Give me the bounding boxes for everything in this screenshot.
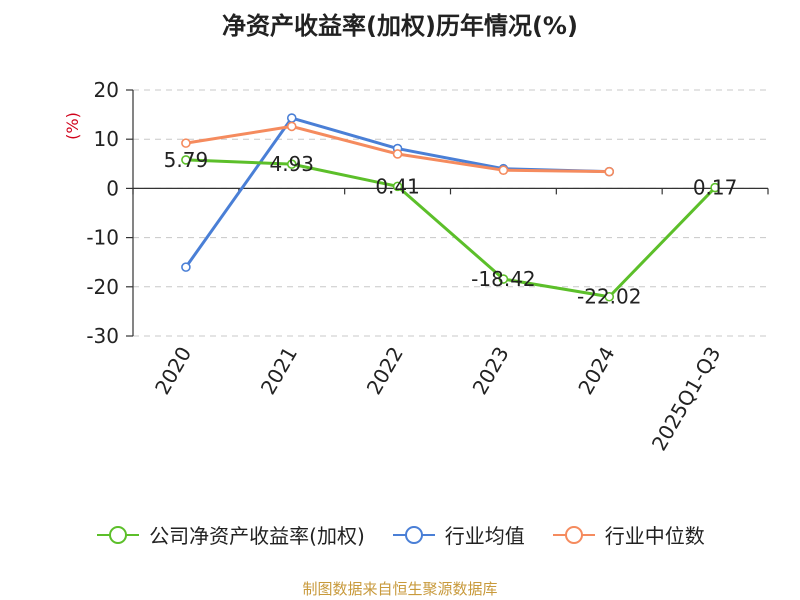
- x-tick-label: 2021: [256, 343, 302, 399]
- data-label: 0.17: [693, 176, 738, 200]
- data-label: 4.93: [269, 152, 314, 176]
- series-point-2: [604, 166, 615, 177]
- series-point-0: [181, 155, 191, 165]
- x-tick-label: 2022: [362, 343, 408, 399]
- y-tick-label: -20: [86, 275, 119, 299]
- series-point-0: [604, 291, 615, 302]
- legend-label-company: 公司净资产收益率(加权): [149, 524, 365, 548]
- x-tick-label: 2020: [150, 343, 196, 399]
- y-tick-label: 20: [94, 78, 119, 102]
- x-tick-label: 2023: [468, 342, 514, 398]
- y-axis-label: (%): [63, 112, 82, 140]
- y-tick-label: 0: [106, 176, 119, 200]
- legend-symbol-company: [97, 525, 140, 544]
- line-chart: 20 10 0 -10 -20 -30 (%) 2020 2021 2022 2023 2024 202…: [63, 78, 769, 455]
- x-tick-label: 2024: [573, 343, 619, 399]
- legend-label-industry-median: 行业中位数: [604, 524, 705, 548]
- series-point-0: [392, 181, 403, 192]
- data-source-footer: 制图数据来自恒生聚源数据库: [302, 580, 498, 598]
- data-label: -18.42: [471, 267, 535, 291]
- y-tick-label: -30: [86, 324, 119, 348]
- data-label: -22.02: [577, 285, 641, 309]
- legend-item-industry-median[interactable]: 行业中位数: [551, 520, 705, 549]
- series-point-0: [286, 159, 297, 169]
- y-tick-label: -10: [86, 226, 119, 250]
- x-tick-label: 2025Q1-Q3: [647, 343, 726, 455]
- series-point-2: [286, 121, 297, 132]
- chart-title: 净资产收益率(加权)历年情况(%): [222, 12, 578, 40]
- y-tick-label: 10: [94, 127, 119, 151]
- data-label: 5.79: [164, 148, 209, 172]
- series-line-0: [185, 158, 717, 299]
- series-point-2: [498, 165, 509, 175]
- legend: 公司净资产收益率(加权) 行业均值 行业中位数: [0, 520, 800, 549]
- legend-item-company[interactable]: 公司净资产收益率(加权): [95, 520, 365, 549]
- series-point-0: [498, 274, 509, 284]
- legend-label-industry-mean: 行业均值: [444, 524, 525, 548]
- series-point-1: [286, 113, 297, 123]
- series-point-0: [710, 182, 720, 193]
- series-point-2: [181, 138, 191, 148]
- data-label: 0.41: [375, 174, 420, 198]
- legend-item-industry-mean[interactable]: 行业均值: [391, 520, 525, 549]
- series-point-2: [392, 149, 403, 159]
- legend-symbol-industry-median: [552, 525, 595, 544]
- legend-symbol-industry-mean: [392, 525, 435, 544]
- series-point-1: [181, 262, 191, 272]
